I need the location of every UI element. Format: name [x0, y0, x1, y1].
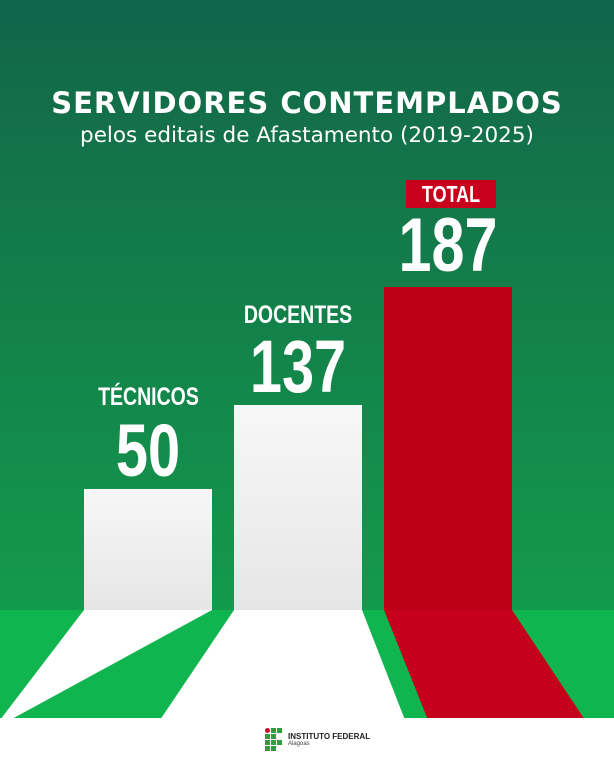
logo-icon	[265, 728, 282, 751]
bar-label-technicos: TÉCNICOS	[98, 383, 199, 411]
logo-title: INSTITUTO FEDERAL	[288, 732, 371, 741]
bar-value-total: 187	[398, 203, 498, 288]
bar-total	[384, 287, 512, 610]
bar-value-technicos: 50	[115, 409, 181, 492]
footer	[0, 718, 614, 768]
floor-perspective	[0, 610, 585, 720]
logo-subtitle: Alagoas	[288, 741, 310, 747]
bar-technicos	[84, 489, 212, 610]
institute-logo: INSTITUTO FEDERAL Alagoas	[265, 728, 370, 751]
bar-technicos-floor	[0, 610, 212, 720]
bar-docentes-floor	[160, 610, 405, 720]
bar-label-docentes: DOCENTES	[243, 301, 353, 329]
bar-label-total: TOTAL	[421, 181, 481, 207]
chart-subtitle: pelos editais de Afastamento (2019-2025)	[80, 123, 534, 148]
bar-value-docentes: 137	[249, 325, 347, 408]
bar-docentes	[234, 405, 362, 610]
total-badge	[406, 180, 496, 208]
bar-total-floor	[384, 610, 585, 720]
chart-title: SERVIDORES CONTEMPLADOS	[51, 86, 563, 120]
